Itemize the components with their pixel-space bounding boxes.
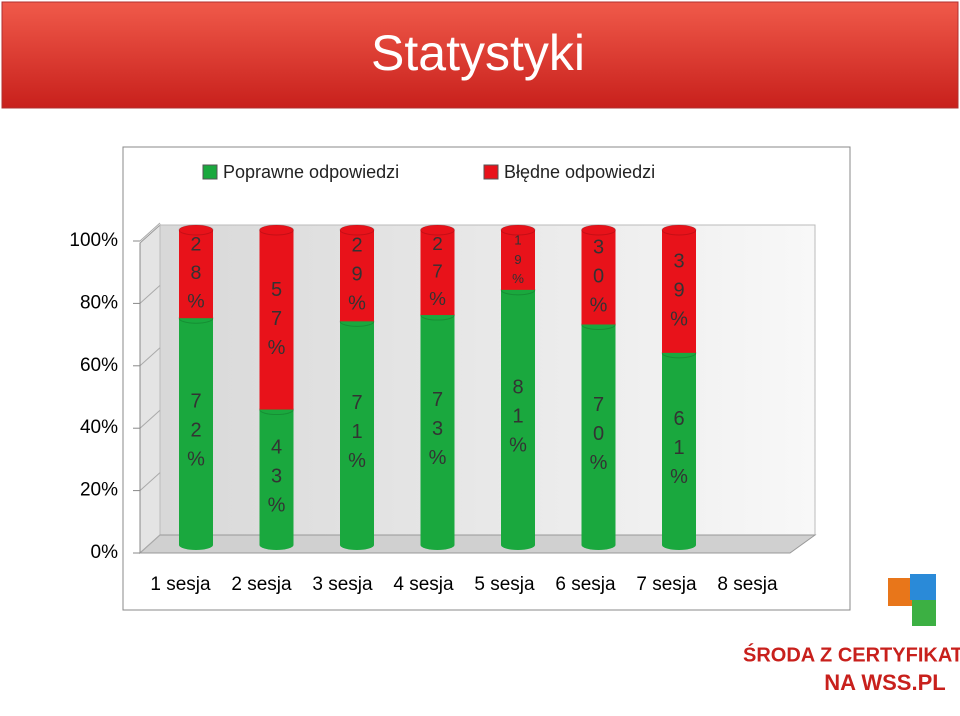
bar-cap [178, 224, 214, 236]
bar-cap [500, 224, 536, 236]
grid-line [139, 222, 161, 242]
grid-line [139, 409, 161, 429]
bar-segment [420, 230, 455, 316]
grid-line [139, 534, 161, 554]
bar-segment [662, 352, 696, 545]
bar-cap [420, 224, 455, 236]
bar-segment [259, 230, 294, 410]
bar-segment [501, 230, 535, 290]
data-label: 3 0% [590, 237, 608, 317]
data-label: 7 0% [590, 394, 608, 474]
x-tick-label: 5 sesja [474, 574, 535, 595]
x-tick-label: 4 sesja [393, 574, 454, 595]
x-tick-label: 3 sesja [312, 574, 373, 595]
bar-cap [581, 224, 616, 236]
y-tick-label: 20% [80, 480, 118, 501]
data-label: 8 1% [509, 377, 527, 457]
x-tick-label: 2 sesja [231, 574, 292, 595]
slide-title: Statystyki [371, 25, 585, 81]
y-tick-label: 0% [91, 542, 119, 563]
y-tick-label: 100% [69, 230, 118, 251]
data-label: 2 8% [187, 234, 204, 313]
data-label: 2 9% [348, 235, 366, 315]
data-label: 7 2% [187, 391, 205, 471]
legend-swatch [483, 164, 499, 180]
title-banner [1, 1, 959, 109]
data-label: 3 9% [670, 251, 688, 331]
bar-segment [179, 318, 213, 545]
legend-swatch [202, 164, 218, 180]
grid-line [139, 347, 161, 367]
bar-cap [339, 224, 375, 236]
bar-segment [662, 230, 696, 353]
bar-cap [259, 224, 294, 236]
bar-segment [581, 230, 616, 325]
bar-segment [179, 230, 213, 319]
logo-cube [910, 574, 936, 600]
data-label: 7 1% [348, 392, 366, 472]
data-label: 1 9% [512, 232, 524, 286]
y-tick-label: 60% [80, 355, 118, 376]
grid-line [139, 285, 161, 304]
legend-label: Poprawne odpowiedzi [223, 162, 399, 182]
data-label: 5 7% [268, 279, 286, 359]
grid-line [139, 472, 161, 491]
logo-cube [912, 600, 936, 626]
legend-label: Błędne odpowiedzi [504, 162, 655, 182]
side-wall [139, 223, 161, 555]
data-label: 7 3% [429, 389, 447, 469]
x-tick-label: 8 sesja [717, 574, 778, 595]
floor [138, 534, 817, 554]
bar-base [662, 540, 696, 550]
logo-line: ŚRODA Z CERTYFIKATEM [743, 642, 960, 666]
y-tick-label: 40% [80, 417, 118, 438]
bar-segment [259, 409, 294, 545]
x-tick-label: 6 sesja [555, 574, 616, 595]
bar-base [420, 540, 455, 550]
bar-segment [340, 230, 374, 322]
data-label: 4 3% [268, 437, 286, 517]
data-label: 2 7% [429, 234, 446, 310]
bar-base [259, 540, 294, 550]
logo-line: NA WSS.PL [824, 670, 945, 695]
bar-segment [501, 289, 535, 545]
x-tick-label: 1 sesja [150, 574, 211, 595]
bar-base [179, 540, 213, 550]
bar-segment [340, 321, 374, 545]
bar-segment [581, 324, 616, 545]
bar-cap [661, 224, 697, 236]
bar-base [340, 540, 374, 550]
y-tick-label: 80% [80, 292, 118, 313]
x-tick-label: 7 sesja [636, 574, 697, 595]
bar-segment [420, 315, 455, 545]
data-label: 6 1% [670, 408, 688, 488]
back-wall [159, 224, 816, 536]
bar-base [501, 540, 535, 550]
bar-base [581, 540, 616, 550]
